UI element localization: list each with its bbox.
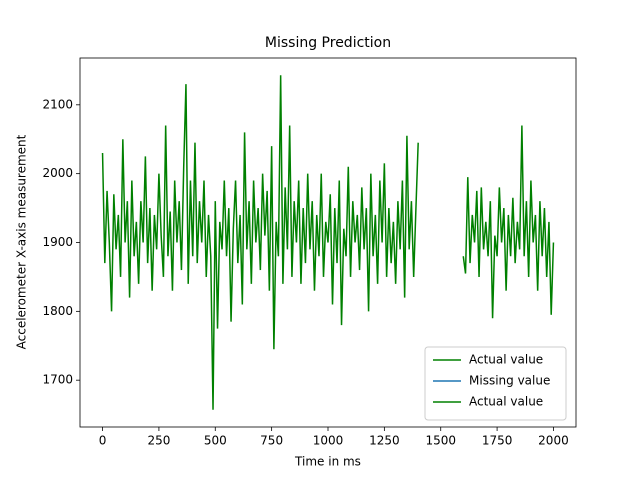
legend-label: Missing value [469,374,550,388]
x-tick-label: 250 [147,434,170,448]
y-axis-label: Accelerometer X-axis measurement [15,134,29,349]
chart-title: Missing Prediction [265,35,391,51]
data-line [101,75,419,410]
x-tick-label: 500 [204,434,227,448]
x-tick-label: 1500 [425,434,456,448]
y-tick-label: 1900 [42,235,73,249]
legend-label: Actual value [469,395,543,409]
legend-label: Actual value [469,353,543,367]
x-tick-label: 750 [260,434,283,448]
x-tick-label: 2000 [538,434,569,448]
x-axis-label: Time in ms [294,455,361,469]
x-tick-label: 1250 [369,434,400,448]
data-line [462,125,555,319]
x-tick-label: 1000 [313,434,344,448]
x-tick-label: 0 [99,434,107,448]
y-tick-label: 1800 [42,304,73,318]
x-tick-label: 1750 [482,434,513,448]
y-tick-label: 1700 [42,373,73,387]
y-tick-label: 2100 [42,97,73,111]
y-tick-label: 2000 [42,166,73,180]
